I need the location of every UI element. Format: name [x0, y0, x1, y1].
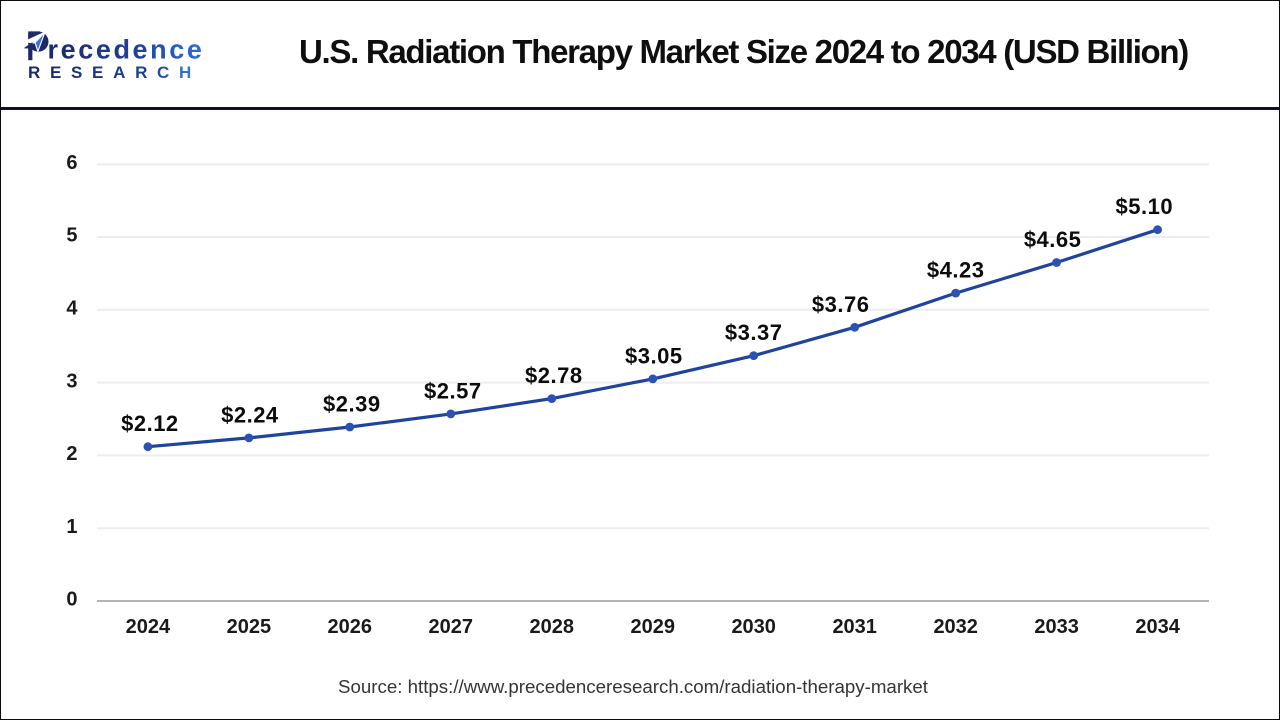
svg-text:$2.12: $2.12 — [121, 411, 179, 436]
svg-text:$4.65: $4.65 — [1024, 227, 1082, 252]
svg-text:2033: 2033 — [1034, 616, 1079, 638]
svg-text:$2.57: $2.57 — [424, 378, 482, 403]
svg-text:0: 0 — [66, 589, 77, 611]
svg-text:5: 5 — [66, 225, 77, 247]
svg-text:recedence: recedence — [48, 35, 205, 65]
svg-text:2034: 2034 — [1135, 616, 1180, 638]
svg-text:2029: 2029 — [631, 616, 676, 638]
svg-text:$4.23: $4.23 — [927, 258, 985, 283]
svg-text:3: 3 — [66, 370, 77, 392]
svg-text:$2.24: $2.24 — [221, 402, 279, 427]
svg-text:2024: 2024 — [126, 616, 171, 638]
svg-text:$3.76: $3.76 — [812, 292, 870, 317]
svg-text:4: 4 — [66, 298, 78, 320]
svg-text:2032: 2032 — [933, 616, 978, 638]
svg-text:2027: 2027 — [429, 616, 474, 638]
svg-text:2026: 2026 — [328, 616, 373, 638]
svg-text:6: 6 — [66, 152, 77, 174]
svg-text:$2.78: $2.78 — [525, 363, 583, 388]
svg-text:$2.39: $2.39 — [323, 392, 381, 417]
svg-text:2028: 2028 — [530, 616, 575, 638]
svg-text:2: 2 — [66, 443, 77, 465]
svg-text:2025: 2025 — [227, 616, 272, 638]
svg-text:RESEARCH: RESEARCH — [28, 63, 201, 82]
svg-text:$3.05: $3.05 — [625, 343, 683, 368]
svg-text:$3.37: $3.37 — [725, 320, 783, 345]
svg-text:2030: 2030 — [731, 616, 776, 638]
svg-text:2031: 2031 — [832, 616, 877, 638]
svg-text:$5.10: $5.10 — [1116, 194, 1174, 219]
svg-text:1: 1 — [66, 516, 77, 538]
